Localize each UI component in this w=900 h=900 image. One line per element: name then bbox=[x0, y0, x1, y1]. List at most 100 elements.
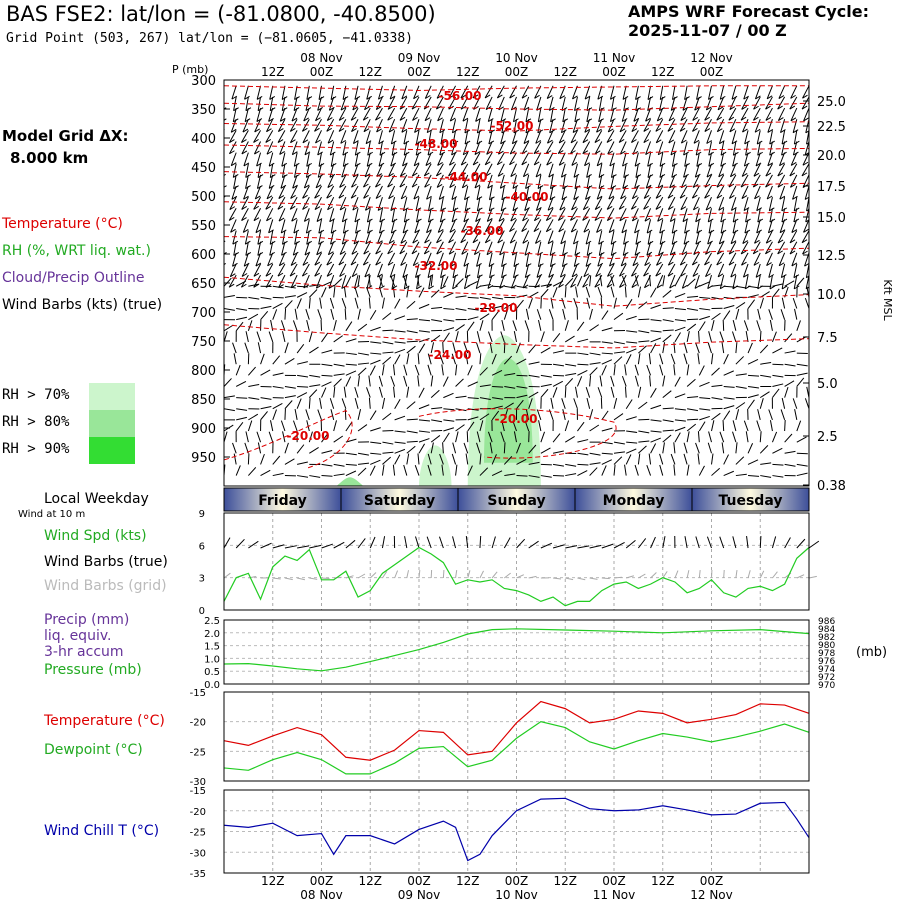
wind-barb-flag bbox=[375, 195, 382, 199]
wind-barb bbox=[759, 445, 769, 454]
wind-barb bbox=[491, 310, 500, 320]
wind-barb bbox=[268, 152, 274, 167]
wind-barb-flag bbox=[224, 263, 226, 266]
wind-barb bbox=[649, 375, 652, 387]
wind-barb bbox=[513, 252, 517, 267]
wind-barb bbox=[524, 420, 530, 432]
wind-barb bbox=[528, 391, 539, 399]
wind-barb bbox=[624, 464, 627, 476]
wind-barb bbox=[537, 119, 542, 133]
wind-barb bbox=[571, 152, 578, 166]
wind-barb bbox=[388, 185, 396, 199]
wind-barb-flag bbox=[315, 117, 321, 122]
wind-barb bbox=[744, 275, 749, 289]
wind-barb bbox=[442, 276, 449, 287]
wind-barb bbox=[272, 455, 281, 465]
wind-barb-flag bbox=[329, 106, 335, 111]
wind-barb-flag bbox=[572, 129, 579, 133]
wind-barb bbox=[265, 196, 274, 210]
wind-barb-flag bbox=[558, 283, 564, 288]
wind-barb-flag bbox=[681, 251, 688, 256]
wind-barb bbox=[394, 315, 406, 321]
wind-barb-flag bbox=[546, 284, 552, 288]
isotherm-3 bbox=[224, 144, 809, 155]
wind-barb-flag bbox=[497, 172, 504, 177]
wind-barb bbox=[281, 241, 286, 256]
pressure-tick-400: 400 bbox=[191, 132, 216, 147]
wind-barb-flag bbox=[363, 116, 369, 121]
wind10-grid-barb bbox=[284, 577, 293, 581]
wind-barb-flag bbox=[278, 128, 284, 132]
wind-barb-flag bbox=[668, 117, 675, 122]
wind-barb-flag bbox=[583, 228, 590, 233]
wind-barb-flag bbox=[412, 172, 418, 177]
wind-barb bbox=[622, 152, 627, 167]
wind-barb bbox=[670, 96, 676, 111]
wind10-grid-barb bbox=[321, 577, 330, 580]
wind-barb-flag bbox=[695, 218, 701, 223]
windchill-ytick--20: -20 bbox=[190, 807, 206, 818]
wind-barb-flag bbox=[377, 273, 383, 278]
wind-barb bbox=[589, 352, 601, 356]
wind-barb bbox=[418, 438, 430, 443]
wind-barb bbox=[784, 463, 796, 467]
wind-barb bbox=[379, 208, 383, 223]
wind-barb-flag bbox=[304, 251, 311, 256]
wind-barb bbox=[667, 263, 676, 277]
wind-barb bbox=[698, 465, 705, 476]
wind-barb bbox=[472, 163, 481, 177]
wind-barb bbox=[256, 331, 262, 343]
wind10-barb bbox=[426, 536, 432, 549]
wind-barb bbox=[230, 219, 237, 233]
wind-barb-flag bbox=[656, 284, 663, 289]
wind-barb-flag bbox=[388, 128, 395, 133]
wind-barb bbox=[656, 107, 664, 122]
wind-barb bbox=[608, 219, 615, 233]
weekday-band-4 bbox=[691, 487, 810, 512]
wind-barb bbox=[808, 430, 809, 432]
wind-barb bbox=[351, 174, 359, 188]
wind-barb bbox=[330, 219, 335, 234]
wind-barb bbox=[318, 219, 322, 234]
wind-barb-flag bbox=[620, 195, 626, 200]
wind-barb-flag bbox=[584, 128, 591, 133]
wind-barb bbox=[637, 286, 642, 298]
wind-barb bbox=[801, 96, 809, 110]
wind-barb bbox=[729, 118, 737, 133]
wind-barb bbox=[309, 374, 321, 378]
wind-barb bbox=[784, 380, 795, 387]
wind-barb bbox=[790, 85, 798, 99]
wind-barb-flag bbox=[704, 261, 710, 266]
pressure-label: Pressure (mb) bbox=[44, 662, 142, 678]
wind-barb bbox=[638, 430, 650, 434]
wind-barb-flag bbox=[268, 118, 274, 122]
wind-barb-flag bbox=[412, 239, 418, 244]
wind-barb bbox=[582, 196, 591, 210]
wind-barb bbox=[291, 141, 298, 155]
wind-barb-flag bbox=[363, 250, 370, 255]
wind-barb bbox=[278, 208, 286, 222]
wind-barb bbox=[667, 252, 676, 266]
wind-barb bbox=[281, 85, 286, 100]
wind-barb bbox=[272, 385, 284, 389]
wind-barb-flag bbox=[375, 250, 381, 255]
wind-barb-flag bbox=[498, 106, 504, 111]
wind-barb bbox=[485, 219, 493, 232]
wind10-grid-barb bbox=[394, 570, 399, 579]
wind-barb bbox=[253, 263, 262, 277]
wind-barb-flag bbox=[731, 140, 738, 145]
wind-barb bbox=[777, 107, 786, 121]
wind-barb-flag bbox=[487, 285, 494, 289]
wind-barb-flag bbox=[778, 117, 784, 122]
wind-barb bbox=[479, 397, 491, 400]
wind-barb-flag bbox=[290, 128, 296, 132]
wind-barb bbox=[570, 274, 578, 288]
wind-barb bbox=[253, 208, 262, 221]
wind-barb bbox=[673, 464, 676, 476]
wind-barb bbox=[574, 386, 578, 398]
wind-barb bbox=[767, 119, 773, 133]
wind-barb bbox=[455, 464, 458, 476]
wind-barb bbox=[584, 152, 591, 166]
windchill-frame bbox=[223, 789, 810, 874]
wind-barb bbox=[778, 85, 786, 99]
